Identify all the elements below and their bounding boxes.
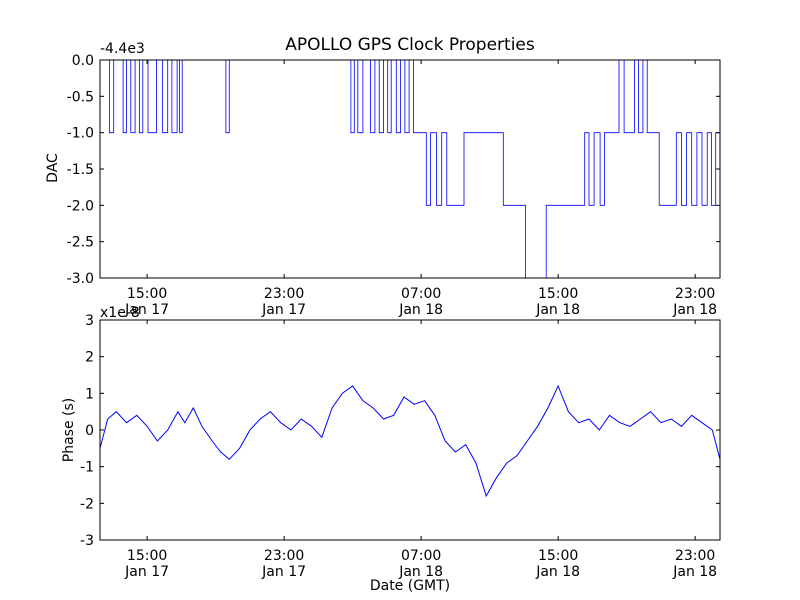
x-axis-label: Date (GMT) (370, 578, 450, 594)
x-tick-date: Jan 18 (535, 564, 580, 580)
x-tick-date: Jan 18 (672, 302, 717, 318)
phase-offset-text: x1e-8 (100, 305, 140, 321)
phase-panel-axes-frame (99, 319, 721, 541)
y-tick-label: -2 (80, 496, 94, 512)
x-tick-time: 15:00 (538, 286, 578, 302)
dac-panel-axes-frame (99, 59, 721, 279)
y-tick-label: 2 (85, 350, 94, 366)
x-tick-time: 15:00 (127, 548, 167, 564)
x-tick-time: 23:00 (264, 548, 304, 564)
x-tick-time: 07:00 (401, 548, 441, 564)
y-tick-label: 3 (85, 313, 94, 329)
x-tick-date: Jan 18 (398, 302, 443, 318)
x-tick-time: 23:00 (264, 286, 304, 302)
dac-panel: -4.4e3 DAC -3.0 -2.5 -2.0 -1.5 -1.0 -0.5 0.0 15… (45, 41, 721, 318)
y-tick-label: -2.0 (67, 198, 94, 214)
phase-ylabel: Phase (s) (61, 398, 77, 462)
y-tick-label: 0 (85, 423, 94, 439)
y-tick-label: -3.0 (67, 271, 94, 287)
x-tick-date: Jan 18 (535, 302, 580, 318)
x-tick-time: 07:00 (401, 286, 441, 302)
x-tick-time: 23:00 (675, 548, 715, 564)
x-tick-date: Jan 18 (672, 564, 717, 580)
y-tick-label: -0.5 (67, 89, 94, 105)
x-tick-time: 23:00 (675, 286, 715, 302)
x-tick-time: 15:00 (538, 548, 578, 564)
x-tick-date: Jan 17 (124, 302, 169, 318)
y-tick-label: -2.5 (67, 235, 94, 251)
x-tick-date: Jan 17 (261, 302, 306, 318)
y-tick-label: 0.0 (72, 53, 94, 69)
dac-offset-text: -4.4e3 (100, 41, 145, 57)
y-tick-label: -1 (80, 460, 94, 476)
dac-ylabel: DAC (45, 153, 61, 183)
x-tick-date: Jan 17 (261, 564, 306, 580)
chart-title: APOLLO GPS Clock Properties (285, 35, 535, 55)
x-tick-time: 15:00 (127, 286, 167, 302)
x-tick-date: Jan 18 (398, 564, 443, 580)
x-tick-date: Jan 17 (124, 564, 169, 580)
y-tick-label: -3 (80, 533, 94, 549)
phase-panel-series-line (100, 384, 720, 498)
y-tick-label: -1.0 (67, 126, 94, 142)
phase-panel: x1e-8 Phase (s) Date (GMT) -3 -2 -1 0 1 2 3 15:… (61, 305, 721, 594)
y-tick-label: 1 (85, 386, 94, 402)
y-tick-label: -1.5 (67, 162, 94, 178)
dac-panel-series-line (100, 60, 720, 278)
